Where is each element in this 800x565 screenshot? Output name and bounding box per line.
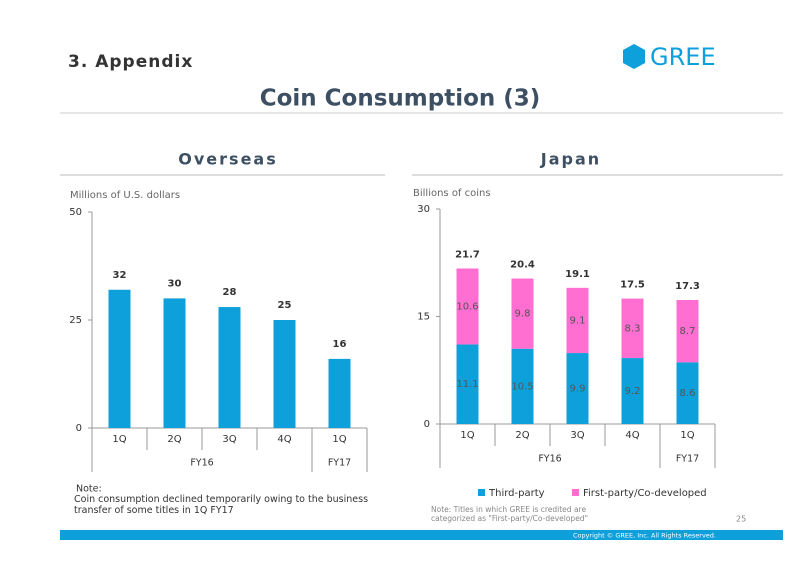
note: Coin consumption declined temporarily ow…: [74, 494, 369, 516]
x-tick-label: 1Q: [460, 430, 474, 441]
bar: [328, 358, 351, 428]
group-label: FY17: [676, 454, 699, 465]
note-heading: Note:: [76, 484, 102, 495]
group-label: FY16: [190, 458, 213, 469]
segment-label: 10.6: [456, 301, 478, 312]
group-label: FY17: [328, 458, 351, 469]
bar-segment: [511, 278, 534, 349]
bar-segment: [621, 298, 644, 359]
bar-segment: [676, 362, 699, 424]
total-label: 21.7: [455, 249, 480, 260]
segment-label: 8.6: [680, 388, 696, 399]
legend-swatch: [572, 489, 579, 496]
legend-label: First-party/Co-developed: [583, 488, 707, 499]
note-text: Note: Titles in which GREE is credited a…: [431, 505, 589, 523]
y-tick-label: 25: [69, 315, 82, 326]
bar-segment: [511, 348, 534, 424]
bar-segment: [456, 344, 479, 424]
y-tick-label: 15: [417, 312, 430, 323]
x-tick-label: 2Q: [167, 434, 181, 445]
y-tick-label: 50: [69, 207, 82, 218]
total-label: 17.5: [620, 280, 645, 291]
segment-label: 9.8: [515, 309, 531, 320]
x-tick-label: 1Q: [332, 434, 346, 445]
value-label: 16: [333, 339, 347, 350]
copyright: Copyright © GREE, Inc. All Rights Reserv…: [573, 532, 716, 540]
x-tick-label: 4Q: [625, 430, 639, 441]
segment-label: 11.1: [456, 379, 478, 390]
footer-bar: [60, 530, 783, 540]
bar-segment: [456, 268, 479, 345]
total-label: 20.4: [510, 260, 535, 271]
chart-title: Overseas: [178, 150, 277, 169]
x-tick-label: 4Q: [277, 434, 291, 445]
segment-label: 8.3: [625, 323, 641, 334]
group-label: FY16: [538, 454, 561, 465]
x-tick-label: 1Q: [680, 430, 694, 441]
legend-swatch: [478, 489, 485, 496]
total-label: 19.1: [565, 269, 590, 280]
slide-title: Coin Consumption (3): [260, 86, 541, 112]
y-tick-label: 0: [76, 423, 82, 434]
bar: [218, 307, 241, 428]
bar-segment: [566, 353, 589, 424]
x-tick-label: 1Q: [112, 434, 126, 445]
bar-segment: [566, 287, 589, 354]
logo: GREE: [650, 43, 716, 71]
value-label: 30: [168, 278, 182, 289]
bar-segment: [676, 300, 699, 363]
bar: [163, 298, 186, 428]
chart-title: Japan: [540, 150, 601, 169]
segment-label: 9.9: [570, 384, 586, 395]
logo-mark: [623, 44, 645, 69]
value-label: 25: [278, 300, 292, 311]
segment-label: 10.5: [511, 381, 533, 392]
y-axis-label: Millions of U.S. dollars: [70, 190, 180, 201]
y-tick-label: 0: [424, 419, 430, 430]
page-number: 25: [736, 515, 746, 524]
note: Note: Titles in which GREE is credited a…: [431, 505, 589, 523]
y-axis-label: Billions of coins: [413, 188, 491, 199]
segment-label: 8.7: [680, 326, 696, 337]
bar-segment: [621, 358, 644, 424]
x-tick-label: 2Q: [515, 430, 529, 441]
segment-label: 9.1: [570, 315, 586, 326]
x-tick-label: 3Q: [222, 434, 236, 445]
y-tick-label: 30: [417, 204, 430, 215]
bar: [108, 289, 131, 428]
segment-label: 9.2: [625, 386, 641, 397]
value-label: 28: [223, 287, 237, 298]
x-tick-label: 3Q: [570, 430, 584, 441]
note-text: Coin consumption declined temporarily ow…: [74, 494, 369, 516]
value-label: 32: [113, 270, 127, 281]
total-label: 17.3: [675, 281, 700, 292]
bar: [273, 320, 296, 428]
legend-label: Third-party: [488, 488, 545, 499]
section-title: 3. Appendix: [68, 52, 193, 72]
